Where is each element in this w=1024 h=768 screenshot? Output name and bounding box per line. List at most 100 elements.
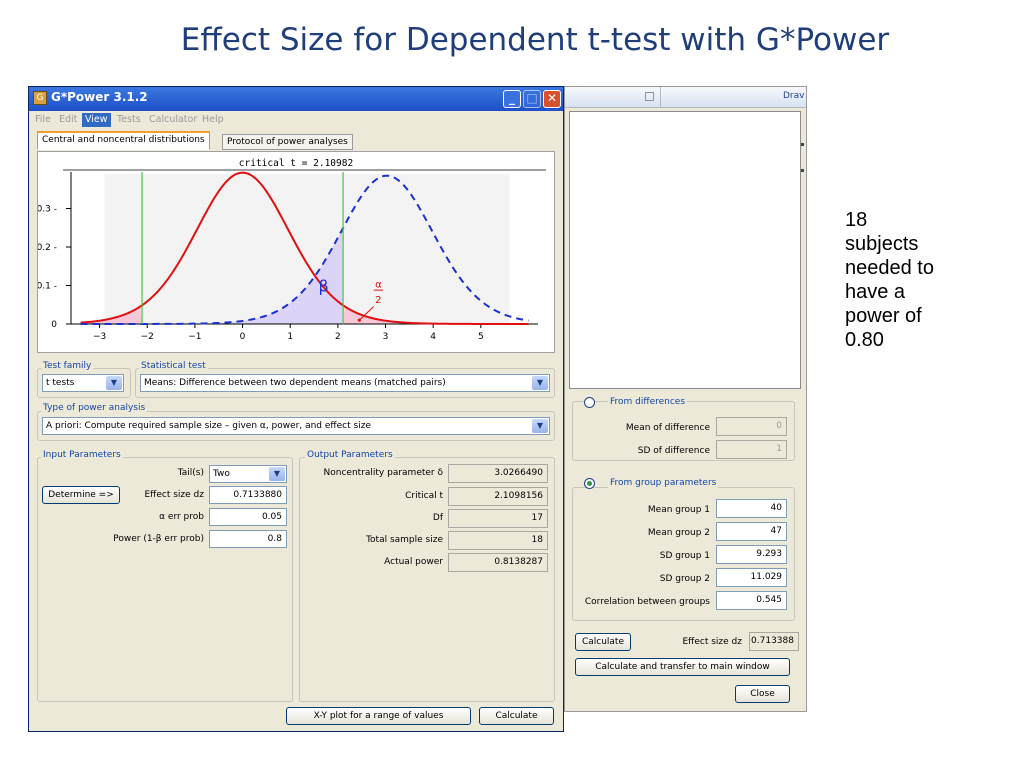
dot-marker xyxy=(801,169,804,172)
window-titlebar[interactable]: G G*Power 3.1.2 _ □ ✕ xyxy=(29,87,563,111)
alpha-annotation-denominator: 2 xyxy=(375,295,381,306)
note-line: 0.80 xyxy=(845,329,884,351)
slide-note: 18 subjects needed to have a power of 0.… xyxy=(845,208,975,352)
y-tick-label: 0 xyxy=(51,320,57,330)
sd-of-difference-input[interactable]: 1 xyxy=(716,440,787,459)
chevron-down-icon[interactable]: ▼ xyxy=(532,376,548,390)
menu-file[interactable]: File xyxy=(35,114,51,125)
power-analysis-select[interactable]: A priori: Compute required sample size –… xyxy=(42,417,550,435)
x-tick-label: −3 xyxy=(93,332,106,342)
x-tick-label: 1 xyxy=(287,332,293,342)
y-tick-label: 0.2 - xyxy=(38,243,57,253)
effect-size-dialog: Drav From differences Mean of difference… xyxy=(564,86,807,712)
x-tick-label: −2 xyxy=(141,332,154,342)
input-parameters-group xyxy=(37,457,293,702)
chevron-down-icon[interactable]: ▼ xyxy=(532,419,548,433)
power-label: Power (1-β err prob) xyxy=(113,534,204,544)
beta-region xyxy=(80,228,344,324)
close-button[interactable]: Close xyxy=(735,685,790,703)
slide-title: Effect Size for Dependent t-test with G*… xyxy=(180,22,890,58)
sd-group-2-input[interactable]: 11.029 xyxy=(716,568,787,587)
chevron-down-icon[interactable]: ▼ xyxy=(269,467,285,481)
dialog-top-bar: Drav xyxy=(565,87,806,108)
calculate-button[interactable]: Calculate xyxy=(479,707,554,725)
menu-view[interactable]: View xyxy=(82,113,111,127)
mean-group-2-input[interactable]: 47 xyxy=(716,522,787,541)
power-analysis-label: Type of power analysis xyxy=(41,403,148,413)
tab-protocol[interactable]: Protocol of power analyses xyxy=(222,134,353,150)
menu-tests[interactable]: Tests xyxy=(117,114,141,125)
correlation-label: Correlation between groups xyxy=(584,597,710,607)
x-tick-label: 3 xyxy=(383,332,389,342)
mean-group-2-label: Mean group 2 xyxy=(647,528,710,538)
alpha-pointer xyxy=(358,306,374,321)
total-sample-size-value: 18 xyxy=(448,531,548,550)
alpha-label: α err prob xyxy=(159,512,204,522)
mean-group-1-label: Mean group 1 xyxy=(647,505,710,515)
dot-marker xyxy=(801,143,804,146)
from-groups-label: From group parameters xyxy=(608,478,719,488)
alpha-input[interactable]: 0.05 xyxy=(209,508,287,526)
effect-size-label: Effect size dz xyxy=(144,490,204,500)
mean-of-difference-label: Mean of difference xyxy=(625,423,710,433)
menu-calculator[interactable]: Calculator xyxy=(149,114,198,125)
draw-label: Drav xyxy=(783,91,805,101)
distribution-plot: critical t = 2.10982 −3 −2 −1 0 1 2 3 4 5 0 0.1 - 0… xyxy=(37,151,555,353)
close-icon[interactable]: ✕ xyxy=(543,90,561,108)
sd-group-1-label: SD group 1 xyxy=(659,551,710,561)
distribution-chart: critical t = 2.10982 −3 −2 −1 0 1 2 3 4 5 0 0.1 - 0… xyxy=(38,158,546,342)
tails-select[interactable]: Two ▼ xyxy=(209,465,287,483)
sd-group-2-label: SD group 2 xyxy=(659,574,710,584)
critical-t-value: 2.1098156 xyxy=(448,487,548,506)
mean-of-difference-input[interactable]: 0 xyxy=(716,417,787,436)
statistical-test-label: Statistical test xyxy=(139,361,208,371)
noncentrality-value: 3.0266490 xyxy=(448,464,548,483)
statistical-test-group xyxy=(135,368,555,398)
input-parameters-label: Input Parameters xyxy=(41,450,123,460)
df-label: Df xyxy=(432,513,443,523)
chevron-down-icon[interactable]: ▼ xyxy=(106,376,122,390)
sd-group-1-input[interactable]: 9.293 xyxy=(716,545,787,564)
sd-of-difference-label: SD of difference xyxy=(637,446,710,456)
tails-value: Two xyxy=(213,469,230,479)
tails-label: Tail(s) xyxy=(177,468,204,478)
determine-button[interactable]: Determine => xyxy=(42,486,120,504)
from-groups-radio[interactable] xyxy=(584,478,595,489)
gpower-window: G G*Power 3.1.2 _ □ ✕ File Edit View Tes… xyxy=(28,86,564,732)
x-tick-label: 5 xyxy=(478,332,484,342)
power-analysis-group xyxy=(37,411,555,441)
dialog-calculate-button[interactable]: Calculate xyxy=(575,633,631,651)
statistical-test-select[interactable]: Means: Difference between two dependent … xyxy=(140,374,550,392)
power-analysis-value: A priori: Compute required sample size –… xyxy=(46,421,371,431)
effect-size-input[interactable]: 0.7133880 xyxy=(209,486,287,504)
maximize-icon[interactable]: □ xyxy=(523,90,541,108)
correlation-input[interactable]: 0.545 xyxy=(716,591,787,610)
test-family-label: Test family xyxy=(41,361,94,371)
menu-help[interactable]: Help xyxy=(202,114,224,125)
critical-t-label: Critical t xyxy=(405,491,443,501)
total-sample-size-label: Total sample size xyxy=(366,535,443,545)
xy-plot-button[interactable]: X-Y plot for a range of values xyxy=(286,707,471,725)
menu-edit[interactable]: Edit xyxy=(59,114,78,125)
alpha-annotation-numerator: α xyxy=(375,279,382,290)
y-tick-label: 0.1 - xyxy=(38,282,57,292)
tab-distributions[interactable]: Central and noncentral distributions xyxy=(37,131,210,150)
note-line: 18 xyxy=(845,209,868,231)
test-family-value: t tests xyxy=(46,378,75,388)
transfer-button[interactable]: Calculate and transfer to main window xyxy=(575,658,790,676)
minimize-icon[interactable]: _ xyxy=(503,90,521,108)
radio-selected-dot xyxy=(587,481,592,486)
from-differences-radio[interactable] xyxy=(584,397,595,408)
output-parameters-label: Output Parameters xyxy=(305,450,395,460)
from-differences-label: From differences xyxy=(608,397,688,407)
output-parameters-group xyxy=(299,457,555,702)
actual-power-label: Actual power xyxy=(384,557,443,567)
menu-bar: File Edit View Tests Calculator Help xyxy=(29,111,563,129)
noncentral-t-curve xyxy=(80,174,529,325)
window-title: G*Power 3.1.2 xyxy=(51,90,148,104)
alpha-region-left xyxy=(80,306,143,324)
power-input[interactable]: 0.8 xyxy=(209,530,287,548)
test-family-select[interactable]: t tests ▼ xyxy=(42,374,124,392)
actual-power-value: 0.8138287 xyxy=(448,553,548,572)
mean-group-1-input[interactable]: 40 xyxy=(716,499,787,518)
